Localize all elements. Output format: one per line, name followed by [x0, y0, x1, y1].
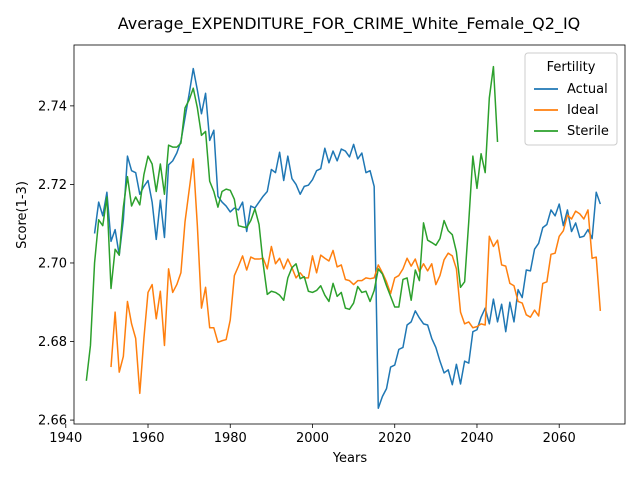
- axes-frame: [73, 44, 626, 425]
- x-tick-label: 1940: [49, 431, 82, 446]
- y-tick-label: 2.72: [38, 178, 67, 193]
- x-axis: 1940 1960 1980 2000 2020 2040 2060: [49, 424, 576, 446]
- x-tick-label: 2060: [543, 431, 576, 446]
- y-axis: 2.66 2.68 2.70 2.72 2.74: [38, 99, 74, 429]
- legend-entry: Actual: [567, 82, 608, 97]
- series-line-actual: [93, 67, 602, 410]
- x-tick-label: 2000: [296, 431, 329, 446]
- series-line-ideal: [110, 158, 602, 395]
- plot-area: [73, 44, 626, 425]
- y-tick-label: 2.70: [38, 256, 67, 271]
- y-tick-label: 2.68: [38, 335, 67, 350]
- x-tick-label: 2020: [378, 431, 411, 446]
- chart-title: Average_EXPENDITURE_FOR_CRIME_White_Fema…: [118, 14, 581, 34]
- legend-entry: Sterile: [567, 124, 609, 139]
- legend-box: [524, 52, 618, 146]
- legend-title: Fertility: [547, 60, 596, 75]
- series-line-sterile: [85, 65, 499, 381]
- legend: Fertility Actual Ideal Sterile: [524, 52, 618, 146]
- x-tick-label: 1960: [131, 431, 164, 446]
- y-axis-label: Score(1-3): [15, 181, 30, 249]
- x-tick-label: 1980: [214, 431, 247, 446]
- legend-entry: Ideal: [567, 103, 599, 118]
- x-tick-label: 2040: [460, 431, 493, 446]
- y-tick-label: 2.74: [38, 99, 67, 114]
- x-axis-label: Years: [332, 451, 368, 466]
- y-tick-label: 2.66: [38, 414, 67, 429]
